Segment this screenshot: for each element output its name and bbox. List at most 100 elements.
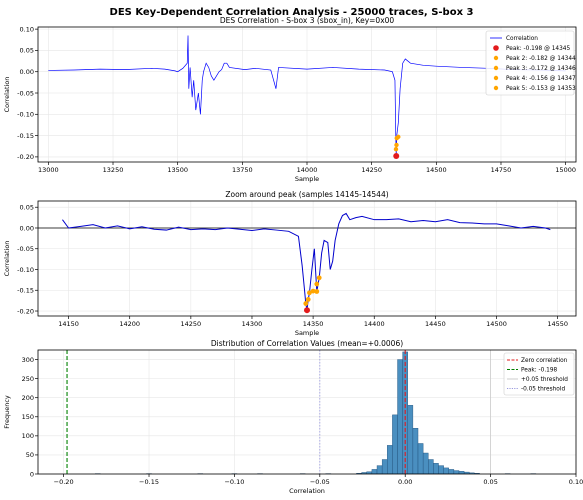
legend-swatch <box>493 75 499 81</box>
x-tick-label: 0.10 <box>569 478 583 486</box>
histogram-bar <box>448 469 455 474</box>
x-axis-label: Correlation <box>289 487 325 495</box>
x-tick-label: 14750 <box>491 166 512 174</box>
x-tick-label: 14200 <box>119 320 140 328</box>
legend-label: Peak 5: -0.153 @ 14353 <box>506 86 576 92</box>
x-tick-label: −0.05 <box>310 478 330 486</box>
histogram-bar <box>397 359 403 474</box>
histogram-bar <box>387 445 393 474</box>
figure-title: DES Key-Dependent Correlation Analysis -… <box>110 7 474 18</box>
legend-label: Peak 3: -0.172 @ 14346 <box>506 66 576 72</box>
histogram-bar <box>371 469 378 474</box>
legend-label: Zero correlation <box>521 358 568 364</box>
plot-frame <box>37 349 577 475</box>
legend-label: Peak: -0.198 @ 14345 <box>506 46 570 52</box>
y-tick-label: 0.05 <box>20 47 34 55</box>
x-tick-label: 14550 <box>547 320 568 328</box>
x-tick-label: 14500 <box>486 320 507 328</box>
x-tick-label: 13750 <box>232 166 253 174</box>
zoom-chart: 14150 14200 14250 14300 14350 14400 14450 14500… <box>3 190 577 337</box>
x-tick-label: 13000 <box>38 166 59 174</box>
x-tick-label: 15000 <box>555 166 576 174</box>
y-tick-label: -0.15 <box>17 287 34 295</box>
y-tick-label: 250 <box>22 375 34 383</box>
peak-marker <box>305 296 311 302</box>
histogram-bar <box>443 467 449 474</box>
histogram-bar <box>412 428 419 474</box>
plot-background <box>38 350 576 474</box>
x-tick-label: 14400 <box>364 320 385 328</box>
histogram-bar <box>407 405 414 474</box>
y-axis-label: Correlation <box>3 241 11 277</box>
peak-marker <box>394 142 399 148</box>
peak-marker <box>316 275 322 281</box>
x-tick-label: 14000 <box>297 166 318 174</box>
y-tick-label: 50 <box>26 451 34 459</box>
legend-swatch <box>493 85 499 91</box>
peak-marker <box>314 281 320 287</box>
legend-label: Peak 2: -0.182 @ 14344 <box>506 56 576 62</box>
x-tick-label: 13250 <box>103 166 124 174</box>
x-tick-label: 14250 <box>361 166 382 174</box>
x-axis-label: Sample <box>295 329 319 337</box>
y-tick-label: -0.20 <box>17 307 34 315</box>
bars-group <box>66 350 537 474</box>
histogram-bar <box>428 459 434 474</box>
plot-background <box>38 201 576 316</box>
y-axis-label: Frequency <box>3 395 11 429</box>
y-tick-label: -0.10 <box>17 266 34 274</box>
x-tick-label: 0.05 <box>483 478 497 486</box>
y-tick-label: 0.00 <box>20 68 34 76</box>
series-group <box>48 35 566 160</box>
peak-marker <box>310 288 316 294</box>
legend-label: -0.05 threshold <box>521 387 565 393</box>
peak-marker <box>393 147 399 152</box>
y-tick-label: 0.00 <box>20 224 34 232</box>
y-tick-label: 100 <box>22 432 34 440</box>
x-tick-label: 14150 <box>58 320 79 328</box>
y-tick-label: -0.15 <box>17 132 34 140</box>
x-tick-label: 14450 <box>425 320 446 328</box>
x-tick-label: −0.15 <box>139 478 159 486</box>
y-tick-label: 0 <box>30 470 34 478</box>
legend-swatch <box>493 65 499 71</box>
x-axis-label: Sample <box>295 175 319 183</box>
x-tick-label: −0.10 <box>224 478 244 486</box>
y-tick-label: 300 <box>22 356 34 364</box>
histogram-bar <box>376 465 383 474</box>
chart-title: Zoom around peak (samples 14145-14544) <box>225 190 388 199</box>
x-tick-label: 0.00 <box>398 478 412 486</box>
x-tick-label: −0.20 <box>54 478 74 486</box>
legend-label: Correlation <box>506 36 538 42</box>
peak-marker <box>304 307 310 314</box>
peak-marker <box>396 134 401 140</box>
peak-marker <box>303 301 309 306</box>
legend-label: Peak: -0.198 <box>521 368 558 374</box>
legend-swatch <box>493 55 499 61</box>
histogram-bar <box>453 470 460 474</box>
plot-frame <box>37 200 577 317</box>
chart-title: Distribution of Correlation Values (mean… <box>211 339 403 348</box>
x-tick-label: 14500 <box>426 166 447 174</box>
histogram-bar <box>381 459 388 474</box>
legend-swatch <box>493 45 499 51</box>
histogram-bar <box>417 443 424 474</box>
x-tick-label: 14300 <box>242 320 263 328</box>
histogram-bar <box>433 463 439 474</box>
histogram-bar <box>438 465 444 474</box>
y-tick-label: -0.05 <box>17 245 34 253</box>
peak-marker <box>314 289 320 294</box>
series-line-correlation <box>48 35 566 157</box>
y-tick-label: 150 <box>22 413 34 421</box>
y-axis-label: Correlation <box>3 77 11 113</box>
legend-box <box>485 30 575 96</box>
x-tick-label: 14350 <box>303 320 324 328</box>
histogram-bar <box>392 414 398 474</box>
legend-label: +0.05 threshold <box>521 377 568 383</box>
y-tick-label: -0.10 <box>17 111 34 119</box>
y-tick-label: 0.10 <box>20 25 34 33</box>
y-tick-label: -0.05 <box>17 89 34 97</box>
histogram-bar <box>422 452 429 474</box>
histogram-chart: −0.20 −0.15 −0.10 −0.05 0.00 0.05 0.10 0 50 100 15… <box>3 339 583 495</box>
